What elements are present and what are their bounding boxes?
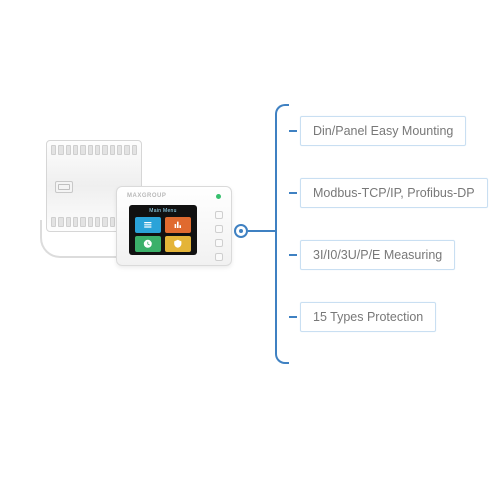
nav-key-button[interactable] [215, 239, 223, 247]
status-led-icon [216, 194, 221, 199]
brand-label: MAXGROUP [127, 193, 166, 199]
nav-key-button[interactable] [215, 253, 223, 261]
feature-measuring: 3I/I0/3U/P/E Measuring [300, 240, 455, 270]
hmi-display-unit: MAXGROUP Main Menu [116, 186, 232, 266]
nav-key-button[interactable] [215, 211, 223, 219]
serial-port-icon [55, 181, 73, 193]
hmi-keypad [215, 211, 223, 261]
feature-protocols: Modbus-TCP/IP, Profibus-DP [300, 178, 488, 208]
callout-lead-line [248, 230, 275, 232]
feature-protection: 15 Types Protection [300, 302, 436, 332]
menu-tile-icon [165, 236, 191, 252]
patch-cable [40, 220, 120, 258]
bracket-tick [289, 130, 297, 132]
menu-tile-icon [135, 217, 161, 233]
bracket-tick [289, 192, 297, 194]
hmi-screen: Main Menu [129, 205, 197, 255]
din-top-terminals [51, 145, 137, 155]
menu-tile-icon [165, 217, 191, 233]
screen-title: Main Menu [129, 208, 197, 214]
bracket-tick [289, 316, 297, 318]
bracket-tick [289, 254, 297, 256]
nav-key-button[interactable] [215, 225, 223, 233]
feature-mounting: Din/Panel Easy Mounting [300, 116, 466, 146]
callout-origin-node-icon [234, 224, 248, 238]
callout-bracket [275, 104, 289, 364]
menu-tile-icon [135, 236, 161, 252]
